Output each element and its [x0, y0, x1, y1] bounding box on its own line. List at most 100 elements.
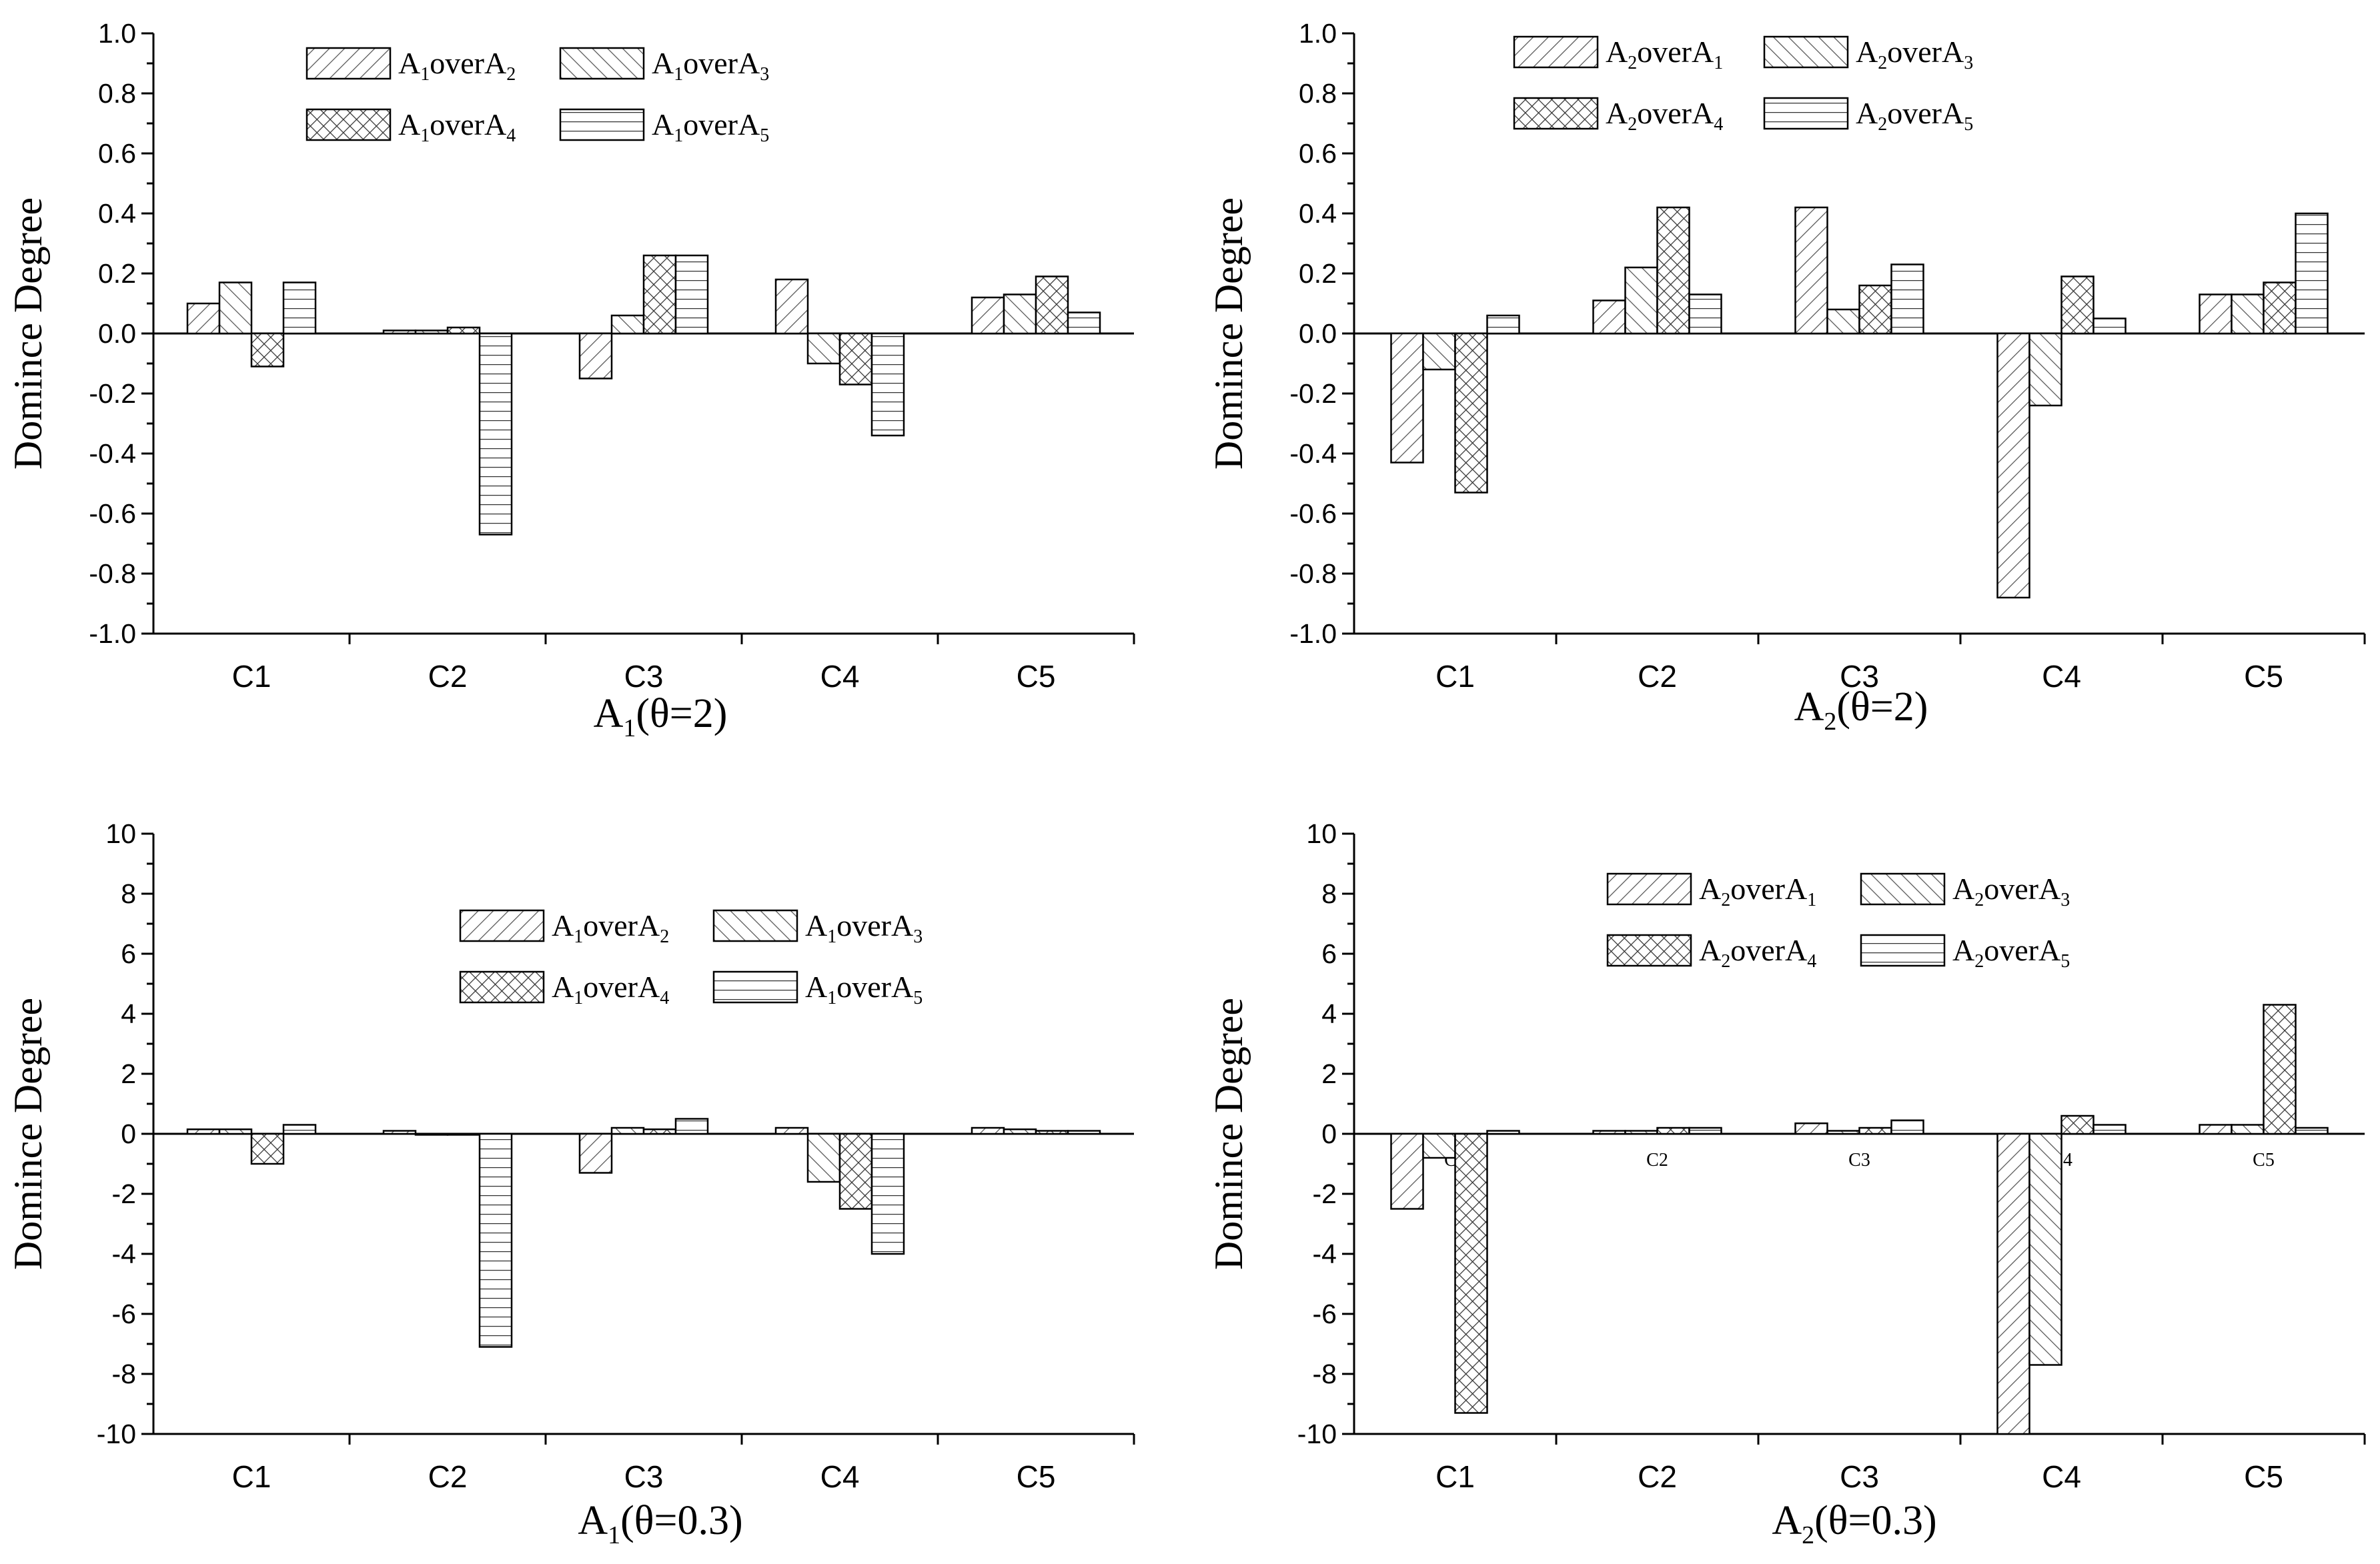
y-tick-label: -0.2	[1289, 378, 1337, 409]
bar-A1overA3-C2	[414, 1132, 449, 1136]
x-category-label: C5	[2244, 659, 2283, 694]
y-tick-label: 0	[121, 1118, 136, 1149]
bar-A1overA5-C5	[1067, 1130, 1101, 1135]
bar-A1overA2-C4	[774, 1126, 809, 1135]
bar-A1overA4-C1	[250, 1132, 285, 1165]
bar-A1overA4-C4	[838, 1132, 873, 1210]
legend-swatch	[459, 909, 545, 942]
legend-item: A1overA2	[306, 46, 516, 85]
y-tick-label: -0.4	[1289, 438, 1337, 469]
bar-A2overA4-C4	[2060, 1114, 2095, 1135]
y-tick-label: 4	[1321, 998, 1337, 1029]
inner-category-label: C5	[2253, 1150, 2275, 1170]
bar-A2overA1-C3	[1794, 1122, 1828, 1135]
y-tick-label: -0.8	[89, 558, 136, 589]
legend-item: A2overA1	[1606, 872, 1816, 910]
bar-A1overA3-C1	[218, 281, 253, 335]
y-tick-label: 2	[1321, 1058, 1337, 1089]
bar-A2overA4-C5	[2263, 1004, 2297, 1135]
y-tick-label: -1.0	[89, 618, 136, 649]
legend-label: A2overA4	[1699, 933, 1816, 972]
legend-item: A1overA5	[712, 970, 923, 1008]
x-category-label: C1	[232, 659, 271, 694]
y-tick-label: 6	[121, 938, 136, 969]
legend-swatch	[306, 47, 392, 80]
bar-A2overA4-C2	[1656, 206, 1690, 335]
bar-A2overA3-C1	[1422, 1132, 1456, 1159]
y-tick-label: 8	[1321, 878, 1337, 909]
legend-label: A1overA5	[652, 107, 769, 146]
legend-swatch	[1513, 35, 1599, 69]
bar-A2overA1-C3	[1794, 206, 1828, 335]
chart-title: A1(θ=2)	[594, 691, 728, 742]
bar-A2overA5-C2	[1688, 293, 1722, 335]
legend-item: A2overA3	[1860, 872, 2070, 910]
bar-A1overA2-C5	[971, 296, 1005, 335]
y-tick-label: 2	[121, 1058, 136, 1089]
bar-A1overA3-C3	[610, 314, 645, 335]
y-tick-label: 0.2	[1299, 258, 1337, 289]
legend-item: A2overA4	[1606, 933, 1816, 972]
y-tick-label: 8	[121, 878, 136, 909]
bar-A2overA5-C3	[1890, 1119, 1924, 1135]
bar-A2overA5-C1	[1486, 1130, 1520, 1135]
bar-A2overA4-C1	[1454, 1132, 1488, 1414]
legend-item: A2overA1	[1513, 35, 1723, 73]
bar-A1overA5-C2	[478, 1132, 513, 1348]
bar-A2overA4-C1	[1454, 332, 1488, 494]
bar-A1overA4-C4	[838, 332, 873, 385]
legend-item: A1overA4	[459, 970, 669, 1008]
legend-label: A2overA1	[1699, 872, 1816, 910]
x-category-label: C3	[624, 1459, 664, 1494]
bar-A1overA2-C2	[382, 329, 417, 335]
bar-A2overA1-C5	[2199, 1124, 2233, 1135]
y-tick-label: 1.0	[1299, 18, 1337, 49]
legend-swatch	[1860, 934, 1946, 967]
y-axis-title: Domince Degree	[1207, 197, 1251, 470]
y-tick-label: -10	[1297, 1419, 1337, 1449]
bar-A1overA2-C2	[382, 1130, 417, 1135]
chart-panel-2: 1.0 0.8 0.6 0.4 0.2 0.0 -0.2 -0.4 -0.6 -0.8 -1.0 Do…	[1207, 18, 2366, 736]
legend-label: A2overA3	[1952, 872, 2070, 910]
legend-item: A2overA5	[1860, 933, 2070, 972]
chart-panel-1: 1.0 0.8 0.6 0.4 0.2 0.0 -0.2 -0.4 -0.6 -0.8 -1.0 Do…	[6, 18, 1135, 742]
bar-A2overA4-C2	[1656, 1126, 1690, 1135]
x-category-label: C4	[2042, 1459, 2081, 1494]
y-tick-label: 6	[1321, 938, 1337, 969]
bar-A1overA4-C2	[446, 1132, 481, 1136]
bar-A2overA3-C3	[1826, 1130, 1860, 1135]
legend-label: A2overA5	[1856, 96, 1973, 135]
bar-A1overA3-C3	[610, 1126, 645, 1135]
legend-swatch	[306, 108, 392, 141]
x-category-label: C3	[624, 659, 664, 694]
bar-A1overA3-C4	[806, 1132, 841, 1183]
bar-A1overA4-C2	[446, 326, 481, 335]
y-tick-label: -8	[1313, 1359, 1337, 1389]
legend-swatch	[459, 970, 545, 1004]
bar-A2overA3-C2	[1624, 1130, 1658, 1135]
legend-label: A1overA2	[552, 908, 669, 947]
bar-A1overA3-C1	[218, 1128, 253, 1135]
bar-A2overA5-C5	[2295, 1126, 2329, 1135]
legend-swatch	[1763, 35, 1849, 69]
x-category-label: C4	[820, 1459, 860, 1494]
inner-category-label: C3	[1848, 1150, 1870, 1170]
legend-label: A1overA3	[805, 908, 923, 947]
legend-swatch	[1513, 97, 1599, 130]
bar-A2overA1-C2	[1592, 299, 1626, 335]
legend-item: A1overA3	[559, 46, 769, 85]
x-category-label: C5	[2244, 1459, 2283, 1494]
y-axis-title: Domince Degree	[6, 197, 50, 470]
legend-label: A2overA1	[1606, 35, 1723, 73]
bar-A2overA1-C1	[1390, 1132, 1424, 1210]
bar-A2overA1-C5	[2199, 293, 2233, 335]
bar-A1overA4-C1	[250, 332, 285, 367]
bar-A1overA3-C2	[414, 329, 449, 335]
bar-A2overA4-C5	[2263, 281, 2297, 335]
legend-item: A1overA5	[559, 107, 769, 146]
chart-title: A1(θ=0.3)	[578, 1498, 742, 1549]
bar-A2overA3-C2	[1624, 266, 1658, 335]
legend-label: A2overA5	[1952, 933, 2070, 972]
bar-A2overA1-C4	[1996, 1132, 2030, 1435]
